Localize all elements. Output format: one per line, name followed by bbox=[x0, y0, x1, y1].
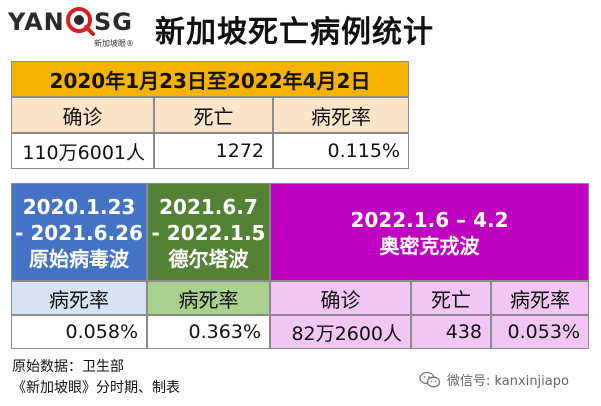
phase-original-value: 0.058% bbox=[11, 315, 147, 349]
phase-delta-start: 2021.6.7 bbox=[159, 195, 258, 219]
phase-delta-name: 德尔塔波 bbox=[168, 247, 249, 271]
phase-omicron-header-confirmed: 确诊 bbox=[270, 281, 411, 315]
phase-omicron-header-fatality-rate: 病死率 bbox=[491, 281, 589, 315]
phase-omicron-value-deaths: 438 bbox=[411, 315, 491, 349]
logo: YAN SG 新加坡眼® bbox=[8, 6, 148, 48]
phase-delta-value: 0.363% bbox=[147, 315, 270, 349]
wechat-watermark: 微信号: kanxinjiapo bbox=[419, 370, 569, 389]
phase-omicron-value-fatality-rate: 0.053% bbox=[491, 315, 589, 349]
phase-original-end: - 2021.6.26 bbox=[15, 221, 143, 245]
phase-omicron-header: 2022.1.6 – 4.2 奥密克戎波 bbox=[270, 183, 589, 281]
overall-value-fatality-rate: 0.115% bbox=[273, 133, 409, 169]
logo-magnifier-icon bbox=[66, 7, 95, 36]
source-line-2: 《新加坡眼》分时期、制表 bbox=[12, 380, 180, 396]
phase-original-start: 2020.1.23 bbox=[22, 195, 136, 219]
overall-header-confirmed: 确诊 bbox=[11, 97, 154, 133]
phase-omicron-header-deaths: 死亡 bbox=[411, 281, 491, 315]
wechat-icon bbox=[419, 371, 441, 387]
overall-header-fatality-rate: 病死率 bbox=[273, 97, 409, 133]
overall-period-header: 2020年1月23日至2022年4月2日 bbox=[11, 61, 409, 97]
phase-omicron-name: 奥密克戎波 bbox=[379, 234, 480, 258]
page-title: 新加坡死亡病例统计 bbox=[155, 15, 434, 50]
logo-text-right: SG bbox=[94, 8, 133, 36]
overall-value-confirmed: 110万6001人 bbox=[11, 133, 154, 169]
watermark-text: 微信号: kanxinjiapo bbox=[447, 374, 569, 389]
phase-original-label: 病死率 bbox=[11, 281, 147, 315]
phase-omicron-range: 2022.1.6 – 4.2 bbox=[350, 208, 509, 232]
phase-delta-header: 2021.6.7 - 2022.1.5 德尔塔波 bbox=[147, 183, 270, 281]
phase-delta-label: 病死率 bbox=[147, 281, 270, 315]
logo-text-left: YAN bbox=[8, 8, 65, 36]
phase-original-name: 原始病毒波 bbox=[29, 247, 129, 271]
overall-header-deaths: 死亡 bbox=[154, 97, 273, 133]
source-line-1: 原始数据：卫生部 bbox=[12, 359, 124, 375]
phase-original-header: 2020.1.23 - 2021.6.26 原始病毒波 bbox=[11, 183, 147, 281]
phase-omicron-value-confirmed: 82万2600人 bbox=[270, 315, 411, 349]
overall-value-deaths: 1272 bbox=[154, 133, 273, 169]
logo-subtitle: 新加坡眼® bbox=[94, 39, 134, 48]
phase-delta-end: - 2022.1.5 bbox=[151, 221, 266, 245]
